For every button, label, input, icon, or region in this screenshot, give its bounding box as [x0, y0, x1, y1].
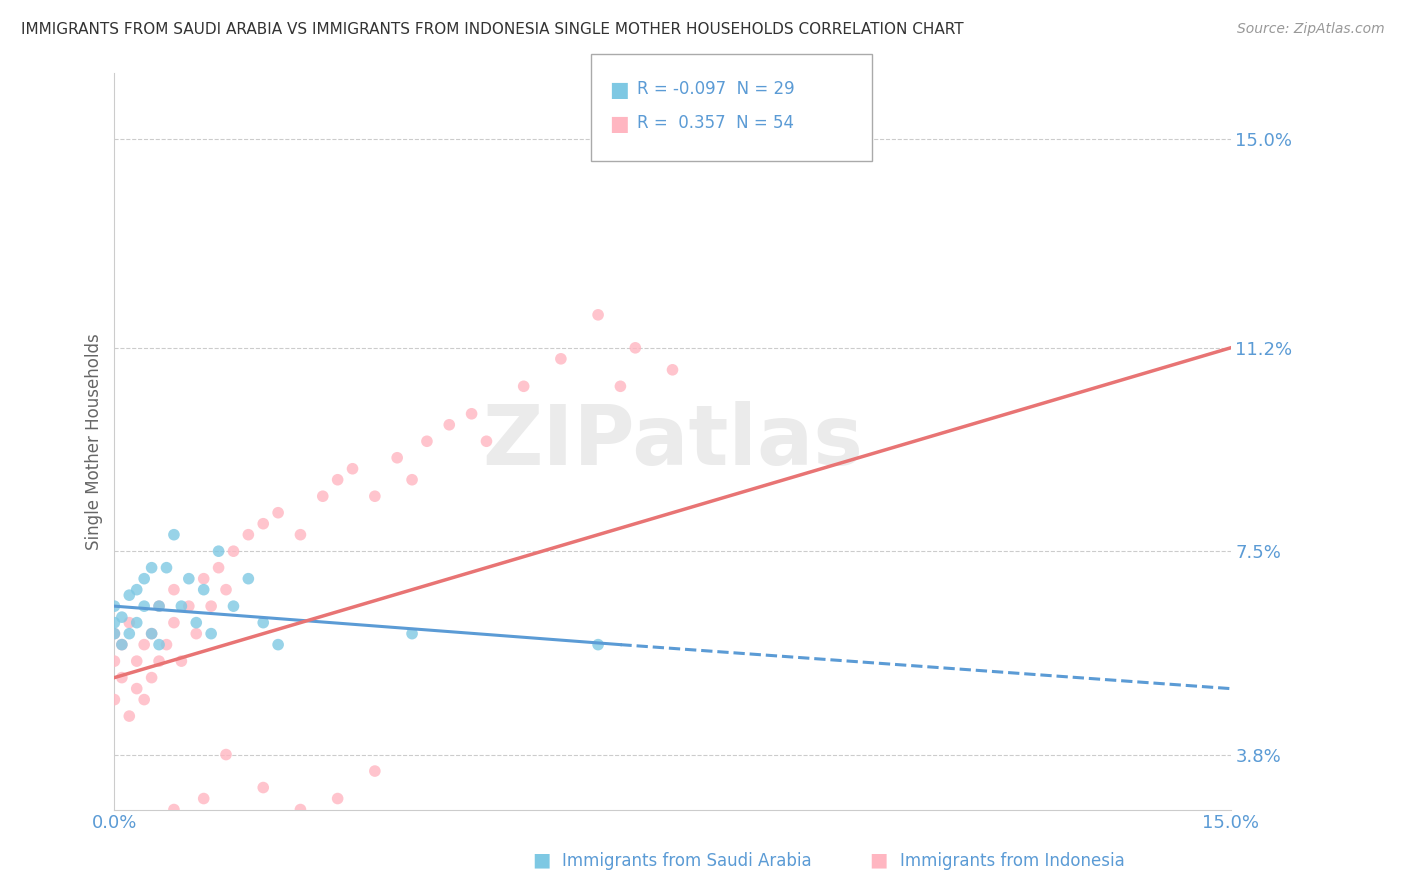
- Point: [290, 803, 312, 817]
- Point: [193, 582, 215, 597]
- Point: [460, 407, 482, 421]
- Point: [364, 764, 387, 778]
- Point: [118, 626, 141, 640]
- Point: [342, 461, 364, 475]
- Point: [200, 626, 222, 640]
- Point: [207, 560, 229, 574]
- Text: Immigrants from Indonesia: Immigrants from Indonesia: [900, 852, 1125, 870]
- Point: [385, 450, 408, 465]
- Point: [252, 516, 274, 531]
- Point: [111, 610, 134, 624]
- Point: [163, 527, 186, 541]
- Text: ZIPatlas: ZIPatlas: [482, 401, 863, 482]
- Point: [326, 473, 349, 487]
- Point: [111, 671, 134, 685]
- Point: [193, 572, 215, 586]
- Text: R =  0.357  N = 54: R = 0.357 N = 54: [637, 114, 794, 132]
- Point: [222, 599, 245, 614]
- Point: [103, 615, 125, 630]
- Point: [624, 341, 647, 355]
- Point: [134, 692, 156, 706]
- Text: Source: ZipAtlas.com: Source: ZipAtlas.com: [1237, 22, 1385, 37]
- Point: [155, 638, 177, 652]
- Point: [103, 599, 125, 614]
- Point: [155, 560, 177, 574]
- Point: [238, 527, 260, 541]
- Point: [290, 527, 312, 541]
- Point: [118, 588, 141, 602]
- Point: [200, 599, 222, 614]
- Point: [177, 819, 200, 833]
- Point: [141, 671, 163, 685]
- Point: [148, 654, 170, 668]
- Point: [267, 506, 290, 520]
- Point: [186, 615, 208, 630]
- Point: [177, 599, 200, 614]
- Text: ■: ■: [531, 851, 551, 870]
- Point: [125, 681, 148, 696]
- Text: ■: ■: [609, 80, 628, 100]
- Point: [177, 572, 200, 586]
- Point: [186, 626, 208, 640]
- Point: [326, 791, 349, 805]
- Point: [170, 599, 193, 614]
- Point: [163, 582, 186, 597]
- Point: [312, 489, 335, 503]
- Point: [661, 363, 683, 377]
- Point: [512, 379, 534, 393]
- Point: [238, 572, 260, 586]
- Point: [163, 615, 186, 630]
- Point: [148, 599, 170, 614]
- Point: [163, 803, 186, 817]
- Point: [609, 379, 631, 393]
- Point: [170, 654, 193, 668]
- Point: [141, 626, 163, 640]
- Point: [141, 560, 163, 574]
- Point: [252, 615, 274, 630]
- Text: ■: ■: [869, 851, 889, 870]
- Point: [550, 351, 572, 366]
- Point: [103, 692, 125, 706]
- Point: [364, 489, 387, 503]
- Point: [111, 638, 134, 652]
- Point: [125, 615, 148, 630]
- Text: ■: ■: [609, 114, 628, 134]
- Point: [215, 747, 238, 762]
- Text: IMMIGRANTS FROM SAUDI ARABIA VS IMMIGRANTS FROM INDONESIA SINGLE MOTHER HOUSEHOL: IMMIGRANTS FROM SAUDI ARABIA VS IMMIGRAN…: [21, 22, 963, 37]
- Point: [141, 626, 163, 640]
- Point: [252, 780, 274, 795]
- Point: [401, 473, 423, 487]
- Point: [103, 626, 125, 640]
- Point: [148, 638, 170, 652]
- Text: Immigrants from Saudi Arabia: Immigrants from Saudi Arabia: [562, 852, 813, 870]
- Point: [439, 417, 461, 432]
- Point: [215, 582, 238, 597]
- Point: [148, 599, 170, 614]
- Point: [475, 434, 498, 449]
- Point: [111, 638, 134, 652]
- Point: [134, 572, 156, 586]
- Point: [207, 544, 229, 558]
- Point: [416, 434, 439, 449]
- Y-axis label: Single Mother Households: Single Mother Households: [86, 333, 103, 549]
- Point: [125, 582, 148, 597]
- Point: [125, 654, 148, 668]
- Point: [118, 615, 141, 630]
- Point: [222, 544, 245, 558]
- Point: [118, 709, 141, 723]
- Point: [267, 638, 290, 652]
- Text: R = -0.097  N = 29: R = -0.097 N = 29: [637, 80, 794, 98]
- Point: [193, 791, 215, 805]
- Point: [134, 599, 156, 614]
- Point: [103, 626, 125, 640]
- Point: [586, 638, 609, 652]
- Point: [586, 308, 609, 322]
- Point: [401, 626, 423, 640]
- Point: [134, 638, 156, 652]
- Point: [103, 654, 125, 668]
